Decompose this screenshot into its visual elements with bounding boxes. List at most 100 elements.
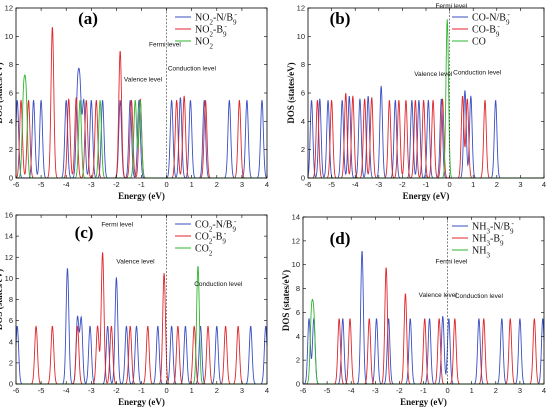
- y-tick-label: 4: [9, 117, 13, 126]
- x-tick-label: -5: [324, 386, 331, 395]
- x-tick-label: 0: [165, 386, 169, 395]
- x-tick-label: 3: [518, 386, 522, 395]
- y-tick-label: 8: [9, 295, 13, 304]
- x-tick-label: -6: [13, 180, 20, 189]
- annotation-2: Conduction level: [453, 70, 502, 77]
- x-axis-label: Energy (eV): [400, 397, 447, 407]
- legend-label-0: NO2-N/B9-: [195, 11, 238, 27]
- y-tick-label: 4: [301, 117, 305, 126]
- x-tick-label: -3: [372, 386, 379, 395]
- series-line-1: [16, 252, 267, 385]
- x-tick-label: -3: [88, 386, 95, 395]
- x-tick-label: 2: [494, 386, 498, 395]
- panel-label: (c): [75, 223, 94, 242]
- x-tick-label: 1: [190, 386, 194, 395]
- x-tick-label: 3: [240, 180, 244, 189]
- y-tick-label: 6: [9, 89, 13, 98]
- annotation-0: Fermi level: [149, 41, 181, 48]
- x-axis-label: Energy (eV): [403, 191, 450, 201]
- legend-label-1: CO-B9-: [472, 23, 500, 39]
- y-tick-label: 12: [297, 4, 305, 13]
- x-tick-label: -6: [13, 386, 20, 395]
- y-tick-label: 10: [5, 32, 13, 41]
- x-tick-label: 0: [448, 180, 452, 189]
- x-tick-label: -4: [63, 180, 70, 189]
- x-tick-label: 1: [470, 386, 474, 395]
- y-tick-label: 4: [9, 337, 13, 346]
- x-tick-label: 1: [190, 180, 194, 189]
- legend-label-0: CO2-N/B9-: [195, 218, 237, 234]
- y-tick-label: 8: [9, 60, 13, 69]
- x-axis-label: Energy (eV): [118, 191, 165, 201]
- y-tick-label: 0: [9, 174, 13, 183]
- x-tick-label: -3: [88, 180, 95, 189]
- y-tick-label: 8: [301, 60, 305, 69]
- legend-label-2: CO: [472, 37, 486, 48]
- legend-label-0: NH3-N/B9-: [472, 220, 515, 236]
- x-tick-label: -5: [38, 386, 45, 395]
- x-tick-label: -5: [38, 180, 45, 189]
- y-tick-label: 12: [292, 236, 300, 245]
- panel-label: (b): [330, 9, 351, 28]
- annotation-0: Fermi level: [101, 222, 133, 229]
- x-tick-label: -4: [348, 386, 355, 395]
- x-tick-label: -2: [399, 180, 406, 189]
- x-tick-label: -1: [138, 386, 145, 395]
- y-tick-label: 10: [292, 260, 300, 269]
- x-tick-label: 4: [265, 180, 269, 189]
- annotation-1: Valence level: [124, 77, 163, 84]
- y-tick-label: 0: [296, 380, 300, 389]
- x-tick-label: 2: [215, 180, 219, 189]
- panel-label: (a): [78, 9, 98, 28]
- x-tick-label: 3: [240, 386, 244, 395]
- y-tick-label: 0: [9, 380, 13, 389]
- x-tick-label: -1: [138, 180, 145, 189]
- x-tick-label: -3: [375, 180, 382, 189]
- x-tick-label: -1: [423, 180, 430, 189]
- y-tick-label: 2: [296, 356, 300, 365]
- x-tick-label: 4: [542, 386, 546, 395]
- x-tick-label: -5: [328, 180, 335, 189]
- y-axis-label: DOS (states/eV): [286, 62, 296, 123]
- annotation-2: Conduction level: [455, 293, 504, 300]
- legend-label-0: CO-N/B9-: [472, 11, 510, 27]
- legend-label-2: CO2: [195, 244, 213, 258]
- x-tick-label: 2: [215, 386, 219, 395]
- y-axis-label: DOS (states/eV): [281, 270, 291, 331]
- legend-label-2: NO2: [195, 37, 213, 51]
- series-line-1: [303, 267, 544, 385]
- y-tick-label: 6: [296, 308, 300, 317]
- y-tick-label: 4: [296, 332, 300, 341]
- y-tick-label: 10: [5, 274, 13, 283]
- y-tick-label: 8: [296, 284, 300, 293]
- annotation-1: Valence level: [419, 292, 458, 299]
- y-tick-label: 6: [9, 316, 13, 325]
- annotation-2: Conduction level: [194, 281, 243, 288]
- x-tick-label: -4: [63, 386, 70, 395]
- y-tick-label: 12: [5, 4, 13, 13]
- legend-label-2: NH3: [472, 246, 490, 260]
- annotation-2: Conduction level: [168, 65, 217, 72]
- y-tick-label: 14: [5, 232, 13, 241]
- x-tick-label: -6: [300, 386, 307, 395]
- x-tick-label: 0: [165, 180, 169, 189]
- annotation-0: Fermi level: [436, 259, 468, 266]
- x-tick-label: 3: [518, 180, 522, 189]
- x-tick-label: -4: [352, 180, 359, 189]
- annotation-0: Fermi level: [435, 3, 467, 10]
- legend-label-1: CO2-B9-: [195, 230, 227, 246]
- x-tick-label: 0: [446, 386, 450, 395]
- y-tick-label: 0: [301, 174, 305, 183]
- y-axis-label: DOS (states/eV): [0, 62, 4, 123]
- annotation-1: Valence level: [414, 71, 453, 78]
- x-tick-label: -6: [305, 180, 312, 189]
- y-axis-label: DOS (states/eV): [0, 269, 4, 330]
- y-tick-label: 2: [9, 358, 13, 367]
- y-tick-label: 10: [297, 32, 305, 41]
- y-tick-label: 14: [292, 213, 300, 222]
- legend-label-1: NH3-B9-: [472, 232, 504, 248]
